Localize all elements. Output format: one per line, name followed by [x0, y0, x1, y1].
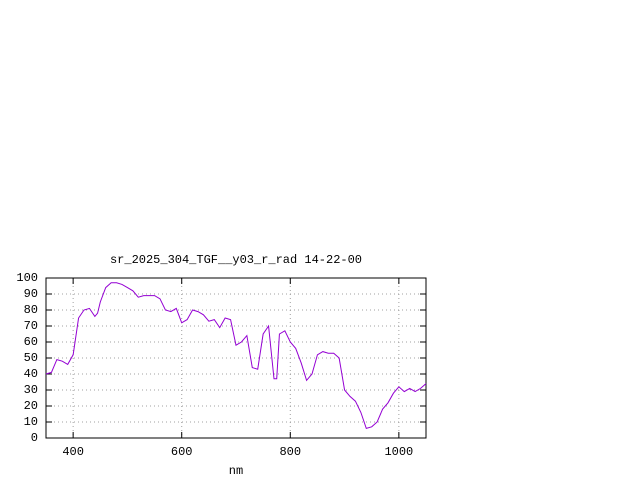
y-tick-label: 60 [24, 335, 38, 349]
y-tick-label: 0 [31, 431, 38, 445]
y-tick-label: 80 [24, 303, 38, 317]
y-tick-label: 70 [24, 319, 38, 333]
y-tick-label: 100 [16, 271, 38, 285]
data-line [45, 282, 427, 430]
plot-border [45, 277, 427, 439]
y-tick-label: 50 [24, 351, 38, 365]
x-tick-label: 800 [279, 445, 301, 459]
y-tick-label: 20 [24, 399, 38, 413]
x-axis-label: nm [229, 464, 243, 478]
x-tick-label: 600 [171, 445, 193, 459]
x-tick-label: 400 [62, 445, 84, 459]
chart-title: sr_2025_304_TGF__y03_r_rad 14-22-00 [110, 253, 362, 267]
y-tick-label: 90 [24, 287, 38, 301]
y-tick-label: 40 [24, 367, 38, 381]
y-tick-label: 10 [24, 415, 38, 429]
y-tick-label: 30 [24, 383, 38, 397]
x-tick-label: 1000 [384, 445, 413, 459]
